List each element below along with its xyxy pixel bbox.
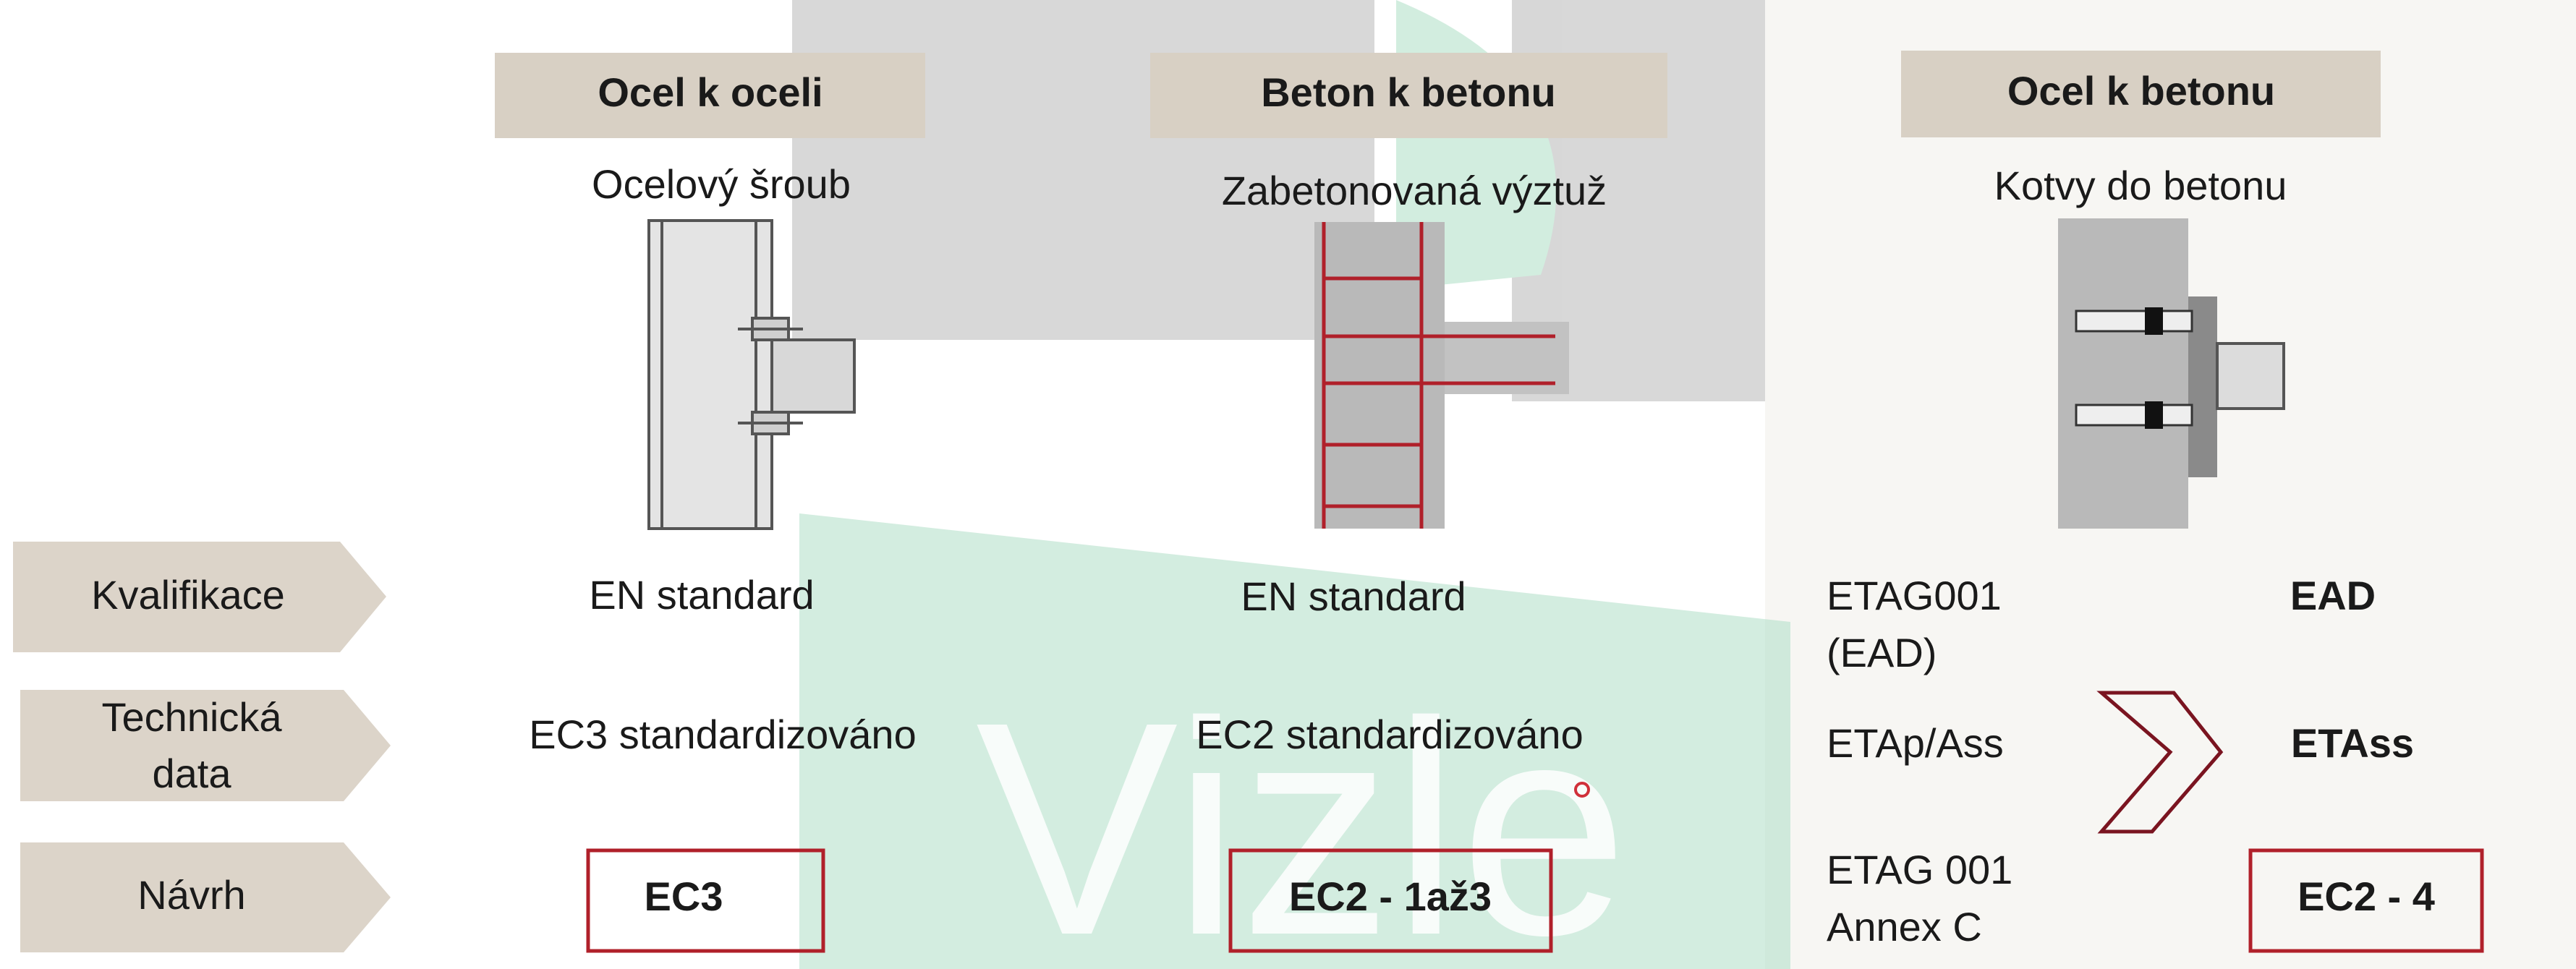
cell: Annex C [1827, 904, 1982, 949]
column-header: Ocel k betonu [2007, 68, 2275, 114]
row-label: Návrh [137, 872, 245, 918]
cell: ETAss [2291, 720, 2414, 766]
steel-illustration [647, 219, 856, 530]
concrete-illustration [1314, 222, 1569, 529]
cell: ETAp/Ass [1827, 720, 2004, 766]
cell: EC2 - 4 [2297, 874, 2435, 919]
cell: EC3 standardizováno [529, 712, 916, 757]
column-header: Beton k betonu [1261, 69, 1556, 115]
cell: ETAG 001 [1827, 847, 2012, 892]
column-subtitle: Zabetonovaná výztuž [1222, 168, 1607, 213]
row-label: Kvalifikace [91, 572, 285, 618]
header-box [1150, 53, 1667, 138]
cell: EC2 standardizováno [1196, 712, 1583, 757]
column-subtitle: Kotvy do betonu [1994, 163, 2287, 208]
cursor [1574, 782, 1590, 798]
cell: EAD [2290, 573, 2376, 618]
cell: ETAG001 [1827, 573, 2002, 618]
header-box [1901, 51, 2381, 137]
chevron-arrow [2096, 691, 2224, 834]
column-subtitle: Ocelový šroub [592, 161, 851, 207]
row-label-arrow [20, 842, 391, 952]
row-label: data [153, 751, 232, 796]
anchor-illustration [2058, 218, 2285, 529]
column-header: Ocel k oceli [598, 69, 822, 115]
cell: EN standard [1241, 573, 1466, 619]
row-label-arrow [20, 690, 391, 801]
row-label: Technická [101, 694, 282, 740]
cell: EC2 - 1až3 [1289, 874, 1492, 919]
cell: EN standard [589, 572, 814, 618]
highlight-box [586, 848, 825, 953]
highlight-box [2248, 848, 2484, 953]
cell: (EAD) [1827, 630, 1937, 675]
highlight-box [1228, 848, 1553, 953]
cell: EC3 [645, 874, 723, 919]
watermark-text: Vizle [976, 659, 1629, 969]
row-label-arrow [13, 542, 386, 652]
header-box [495, 53, 925, 138]
